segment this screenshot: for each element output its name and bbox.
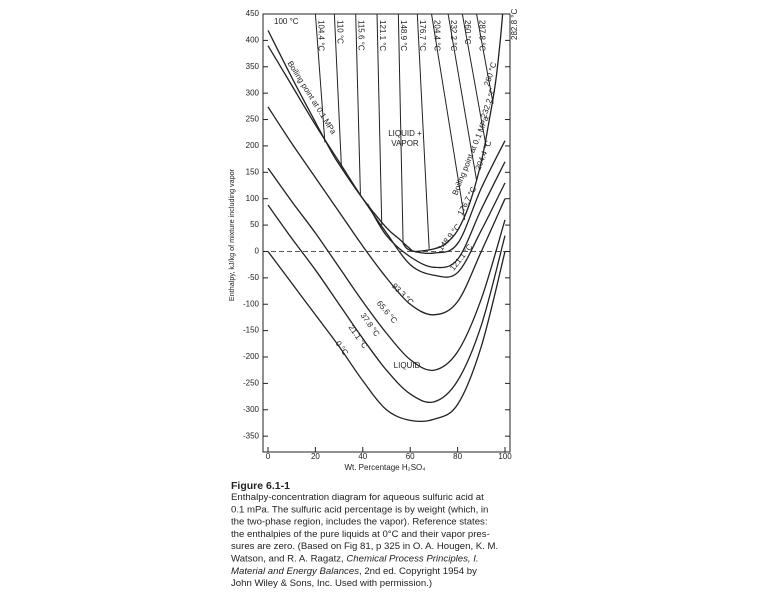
tie-line bbox=[461, 13, 487, 147]
y-tick-label: -100 bbox=[243, 299, 260, 308]
x-tick-label: 80 bbox=[453, 452, 462, 461]
x-tick-label: 20 bbox=[311, 452, 320, 461]
caption-text: Enthalpy-concentration diagram for aqueo… bbox=[231, 492, 484, 503]
tie-line-label: 232.2 °C bbox=[449, 20, 458, 51]
tie-line bbox=[397, 13, 404, 244]
caption-text: Chemical Process Principles, I. bbox=[346, 553, 478, 564]
caption-line: Material and Energy Balances, 2nd ed. Co… bbox=[231, 565, 477, 576]
caption-text: the two-phase region, includes the vapor… bbox=[231, 516, 488, 527]
x-tick-label: 60 bbox=[406, 452, 415, 461]
x-tick-label: 0 bbox=[266, 452, 271, 461]
tie-line bbox=[416, 13, 430, 249]
caption-line: John Wiley & Sons, Inc. Used with permis… bbox=[231, 578, 432, 589]
caption-line: 0.1 mPa. The sulfuric acid percentage is… bbox=[231, 504, 488, 515]
tie-line bbox=[376, 13, 383, 226]
isotherm-line bbox=[267, 167, 506, 372]
y-tick-label: 300 bbox=[246, 88, 260, 97]
annotation: LIQUID bbox=[394, 361, 421, 370]
isotherm-line bbox=[267, 251, 506, 423]
caption-text: sures are zero. (Based on Fig 81, p 325 … bbox=[231, 541, 498, 552]
tie-line-label: 204.4 °C bbox=[432, 20, 441, 51]
boiling-line bbox=[267, 13, 504, 253]
y-tick-label: 150 bbox=[246, 167, 260, 176]
tie-line-label: 287.8 °C bbox=[477, 20, 486, 51]
y-tick-label: -250 bbox=[243, 379, 260, 388]
y-tick-label: 200 bbox=[246, 141, 260, 150]
y-tick-label: 50 bbox=[250, 220, 259, 229]
tie-line bbox=[355, 13, 361, 196]
tie-line-label: 148.9 °C bbox=[399, 20, 408, 51]
isotherm-line bbox=[267, 106, 506, 316]
y-tick-label: 0 bbox=[255, 247, 260, 256]
isotherm-line bbox=[402, 140, 506, 254]
tie-line bbox=[314, 13, 326, 143]
y-tick-label: 400 bbox=[246, 35, 260, 44]
annotation: 282.8 °C bbox=[510, 9, 519, 40]
caption-line: the enthalpies of the pure liquids at 0°… bbox=[231, 528, 490, 539]
y-tick-label: 100 bbox=[246, 194, 260, 203]
tie-line bbox=[431, 13, 466, 220]
tie-line-label: 115.6 °C bbox=[357, 20, 366, 51]
tie-line-label: 121.1 °C bbox=[378, 20, 387, 51]
caption-text: , 2nd ed. Copyright 1954 by bbox=[359, 565, 477, 576]
y-axis-label: Enthalpy, kJ/kg of mixture including vap… bbox=[227, 168, 236, 301]
caption-text: 0.1 mPa. The sulfuric acid percentage is… bbox=[231, 504, 488, 515]
tie-line bbox=[447, 13, 478, 181]
x-tick-label: 100 bbox=[498, 452, 512, 461]
x-axis-label: Wt. Percentage H₂SO₄ bbox=[344, 463, 425, 472]
caption-text: John Wiley & Sons, Inc. Used with permis… bbox=[231, 578, 432, 589]
isotherm-line bbox=[366, 161, 506, 269]
isotherm-line bbox=[267, 204, 506, 404]
tie-line bbox=[333, 13, 342, 169]
tie-line bbox=[476, 13, 494, 104]
caption-text: the enthalpies of the pure liquids at 0°… bbox=[231, 528, 490, 539]
annotation: LIQUID + bbox=[388, 129, 422, 138]
isotherm-line bbox=[267, 45, 506, 278]
caption-text: Material and Energy Balances bbox=[231, 565, 359, 576]
caption-line: sures are zero. (Based on Fig 81, p 325 … bbox=[231, 541, 498, 552]
y-tick-label: -150 bbox=[243, 326, 260, 335]
y-tick-label: 350 bbox=[246, 62, 260, 71]
annotation: 100 °C bbox=[274, 17, 299, 26]
y-tick-label: 450 bbox=[246, 9, 260, 18]
y-tick-label: -200 bbox=[243, 352, 260, 361]
plot-frame bbox=[262, 13, 511, 453]
tie-line-label: 260 °C bbox=[463, 20, 472, 45]
caption-text: Watson, and R. A. Ragatz, bbox=[231, 553, 346, 564]
caption-line: Watson, and R. A. Ragatz, Chemical Proce… bbox=[231, 553, 479, 564]
tie-line-label: 104.4 °C bbox=[316, 20, 325, 51]
figure-label: Figure 6.1-1 bbox=[231, 480, 290, 492]
tie-line-label: 176.7 °C bbox=[418, 20, 427, 51]
caption-line: the two-phase region, includes the vapor… bbox=[231, 516, 488, 527]
annotation: VAPOR bbox=[391, 139, 419, 148]
y-tick-label: -50 bbox=[247, 273, 259, 282]
y-tick-label: -300 bbox=[243, 405, 260, 414]
tie-line-label: 110 °C bbox=[335, 20, 344, 44]
y-tick-label: -350 bbox=[243, 431, 260, 440]
x-tick-label: 40 bbox=[358, 452, 367, 461]
y-tick-label: 250 bbox=[246, 115, 260, 124]
caption-line: Enthalpy-concentration diagram for aqueo… bbox=[231, 492, 484, 503]
